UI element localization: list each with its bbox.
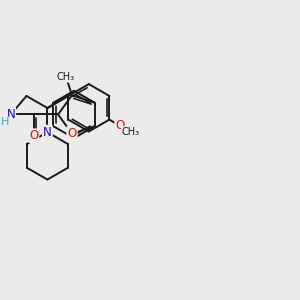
Text: H: H (1, 117, 9, 128)
Text: O: O (68, 127, 76, 140)
Text: O: O (115, 119, 124, 132)
Text: O: O (68, 127, 76, 140)
Text: N: N (7, 108, 15, 121)
Text: N: N (43, 126, 52, 139)
Text: CH₃: CH₃ (57, 72, 75, 82)
Text: O: O (29, 129, 38, 142)
Text: CH₃: CH₃ (122, 127, 140, 137)
Text: N: N (43, 126, 52, 139)
